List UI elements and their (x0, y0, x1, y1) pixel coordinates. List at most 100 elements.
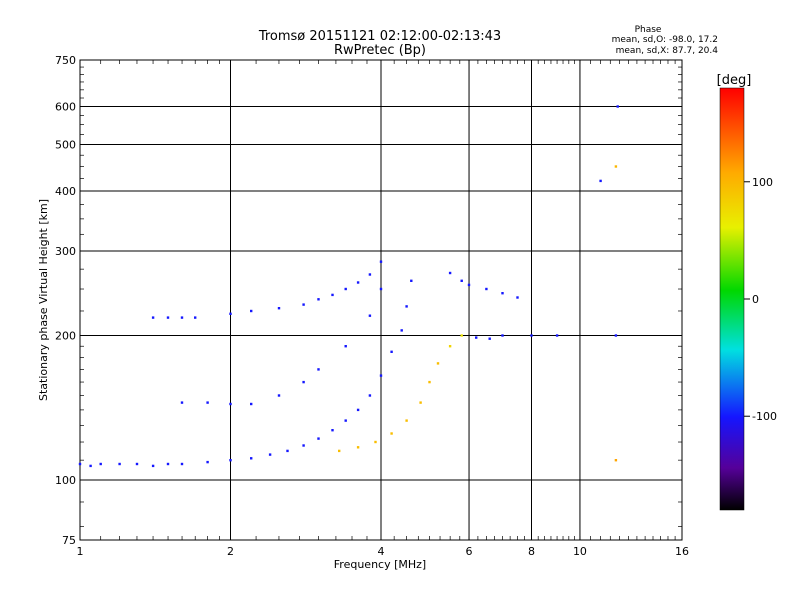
data-point-s5-3 (614, 334, 618, 337)
x-axis-label: Frequency [MHz] (334, 558, 426, 571)
data-point-s0-2 (99, 462, 102, 466)
data-point-s0-1 (89, 464, 92, 468)
y-tick-label-3: 300 (55, 245, 76, 258)
y-tick-label-2: 200 (55, 330, 76, 343)
data-point-s4-6 (475, 336, 478, 339)
data-point-s4-0 (448, 271, 452, 275)
data-point-s0-20 (390, 350, 393, 353)
colorbar-tick-label-1: 0 (752, 293, 759, 306)
data-point-s2-8 (317, 298, 320, 301)
data-point-s0-9 (229, 459, 232, 462)
data-point-s5-0 (614, 459, 618, 462)
colorbar-tick-label-0: 100 (752, 176, 773, 189)
data-point-s0-14 (317, 437, 320, 440)
data-point-s2-6 (277, 307, 281, 310)
y-tick-label-1: 100 (55, 474, 76, 487)
data-point-s4-5 (516, 296, 519, 299)
data-point-s4-7 (488, 337, 491, 340)
data-point-s0-4 (135, 462, 139, 466)
data-point-s0-8 (206, 460, 209, 464)
data-point-s1-1 (206, 401, 209, 404)
data-point-s4-8 (501, 334, 504, 337)
data-point-s0-23 (410, 279, 413, 282)
data-point-s3-1 (356, 446, 360, 449)
data-point-s3-8 (448, 345, 452, 348)
data-point-s0-13 (302, 444, 305, 447)
x-tick-label-5: 10 (573, 545, 587, 558)
data-point-s3-6 (428, 380, 431, 384)
data-point-s4-3 (485, 287, 488, 291)
data-point-s2-13 (379, 260, 383, 263)
data-point-s1-3 (250, 402, 253, 406)
data-point-s3-0 (338, 449, 341, 453)
data-point-s4-2 (467, 283, 471, 287)
x-tick-label-2: 4 (378, 545, 385, 558)
data-point-s3-9 (460, 334, 463, 337)
x-tick-label-1: 2 (227, 545, 234, 558)
data-point-s2-4 (229, 312, 232, 315)
data-point-s2-2 (180, 316, 184, 319)
axis-ticks (80, 60, 682, 540)
chart-title-line2: RwPretec (Bp) (334, 43, 426, 58)
phase-o-line: mean, sd,O: -98.0, 17.2 (612, 35, 718, 45)
data-point-s0-22 (405, 305, 408, 308)
data-point-s4-4 (501, 292, 504, 295)
data-point-s0-19 (379, 374, 383, 377)
data-point-s2-10 (344, 287, 347, 291)
data-point-s0-17 (356, 408, 360, 412)
data-point-s2-0 (151, 316, 155, 319)
data-point-s0-3 (118, 462, 121, 466)
data-point-s1-7 (344, 345, 347, 348)
data-point-s5-4 (599, 179, 602, 183)
y-tick-label-4: 400 (55, 185, 76, 198)
data-point-s0-0 (78, 462, 82, 466)
data-point-s0-10 (250, 457, 253, 460)
data-point-s2-5 (250, 309, 253, 313)
data-point-s3-5 (419, 401, 422, 404)
data-point-s1-2 (229, 402, 232, 406)
y-tick-label-0: 75 (62, 534, 76, 547)
data-point-s1-4 (277, 394, 281, 397)
data-point-s0-16 (344, 419, 347, 422)
data-point-s1-8 (368, 314, 372, 317)
data-point-s5-1 (614, 165, 618, 168)
data-point-s2-11 (356, 281, 360, 284)
data-point-s0-11 (268, 453, 272, 456)
y-tick-label-6: 600 (55, 101, 76, 114)
data-point-s3-3 (390, 432, 393, 435)
data-point-s1-9 (379, 287, 383, 291)
y-axis-label: Stationary phase Virtual Height [km] (37, 199, 50, 401)
x-tick-label-3: 6 (466, 545, 473, 558)
data-point-s0-18 (368, 394, 372, 397)
data-points (78, 105, 619, 468)
phase-x-line: mean, sd,X: 87.7, 20.4 (616, 46, 719, 56)
x-tick-label-0: 1 (77, 545, 84, 558)
x-tick-label-4: 8 (528, 545, 535, 558)
grid-lines (80, 60, 682, 540)
data-point-s0-15 (331, 429, 334, 432)
colorbar-ticks: 100 0 -100 (744, 176, 777, 423)
data-point-s0-7 (180, 462, 184, 466)
data-point-s0-12 (286, 449, 289, 453)
data-point-s2-9 (331, 293, 334, 297)
phase-heading: Phase (635, 25, 662, 35)
data-point-s5-2 (616, 105, 619, 108)
data-point-s3-2 (374, 440, 377, 444)
y-tick-label-7: 750 (55, 54, 76, 67)
data-point-s4-9 (530, 334, 533, 337)
x-tick-labels: 1 2 4 6 8 10 16 (77, 545, 690, 558)
data-point-s1-5 (302, 380, 305, 384)
y-tick-labels: 75 100 200 300 400 500 600 750 (55, 54, 76, 547)
data-point-s0-5 (151, 464, 155, 468)
chart-title-line1: Tromsø 20151121 02:12:00-02:13:43 (258, 29, 501, 44)
data-point-s4-10 (555, 334, 559, 337)
y-tick-label-5: 500 (55, 139, 76, 152)
data-point-s0-6 (166, 462, 170, 466)
data-point-s3-4 (405, 419, 408, 422)
colorbar-tick-label-2: -100 (752, 410, 777, 423)
colorbar (719, 87, 745, 511)
data-point-s4-1 (460, 279, 463, 282)
data-point-s3-7 (436, 362, 440, 365)
data-point-s2-3 (194, 316, 197, 319)
